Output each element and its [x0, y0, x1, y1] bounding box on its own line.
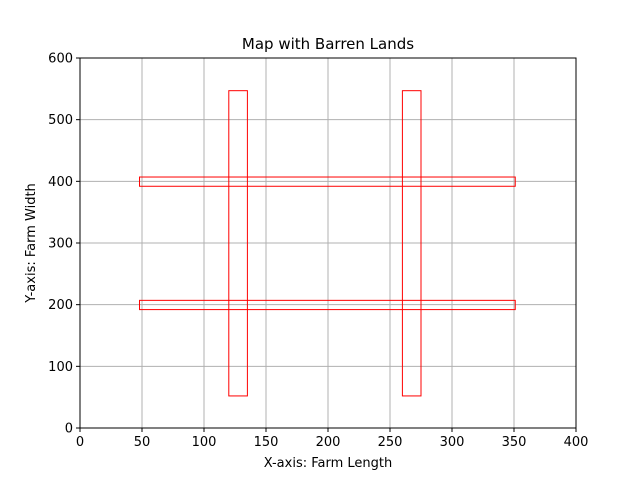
barren-land-rectangles: [139, 90, 516, 397]
y-tick-label: 500: [48, 113, 73, 128]
x-tick-label: 350: [502, 435, 527, 450]
y-tick-label: 600: [48, 52, 73, 67]
chart-title: Map with Barren Lands: [242, 35, 414, 53]
y-tick-label: 0: [65, 422, 73, 437]
x-tick-label: 200: [316, 435, 341, 450]
x-tick-label: 250: [378, 435, 403, 450]
x-tick-label: 400: [564, 435, 589, 450]
y-tick-label: 200: [48, 298, 73, 313]
barren-land-rect: [139, 176, 516, 187]
y-tick-label: 400: [48, 175, 73, 190]
x-tick-label: 300: [440, 435, 465, 450]
barren-land-rect: [228, 90, 248, 397]
x-tick-label: 150: [254, 435, 279, 450]
barren-land-rect: [139, 299, 516, 311]
barren-land-rect: [401, 90, 422, 397]
y-axis-ticks: 0 100 200 300 400 500 600: [48, 52, 80, 437]
x-axis-label: X-axis: Farm Length: [264, 456, 393, 471]
y-tick-label: 300: [48, 237, 73, 252]
x-axis-ticks: 0 50 100 150 200 250 300 350 400: [76, 428, 589, 450]
x-tick-label: 0: [76, 435, 84, 450]
y-axis-label: Y-axis: Farm Width: [24, 183, 39, 304]
x-tick-label: 50: [134, 435, 151, 450]
x-tick-label: 100: [192, 435, 217, 450]
y-tick-label: 100: [48, 360, 73, 375]
